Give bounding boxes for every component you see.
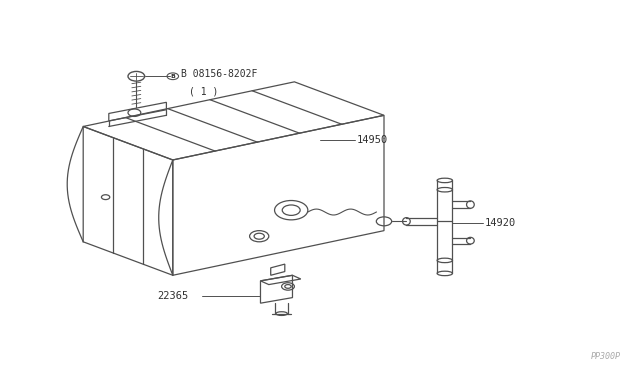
Text: PP300P: PP300P [591, 352, 621, 361]
Text: B 08156-8202F: B 08156-8202F [181, 70, 257, 79]
Text: ( 1 ): ( 1 ) [189, 86, 218, 96]
Text: 14950: 14950 [357, 135, 388, 144]
Text: B: B [170, 74, 175, 79]
Text: 14920: 14920 [485, 218, 516, 228]
Text: 22365: 22365 [157, 291, 188, 301]
